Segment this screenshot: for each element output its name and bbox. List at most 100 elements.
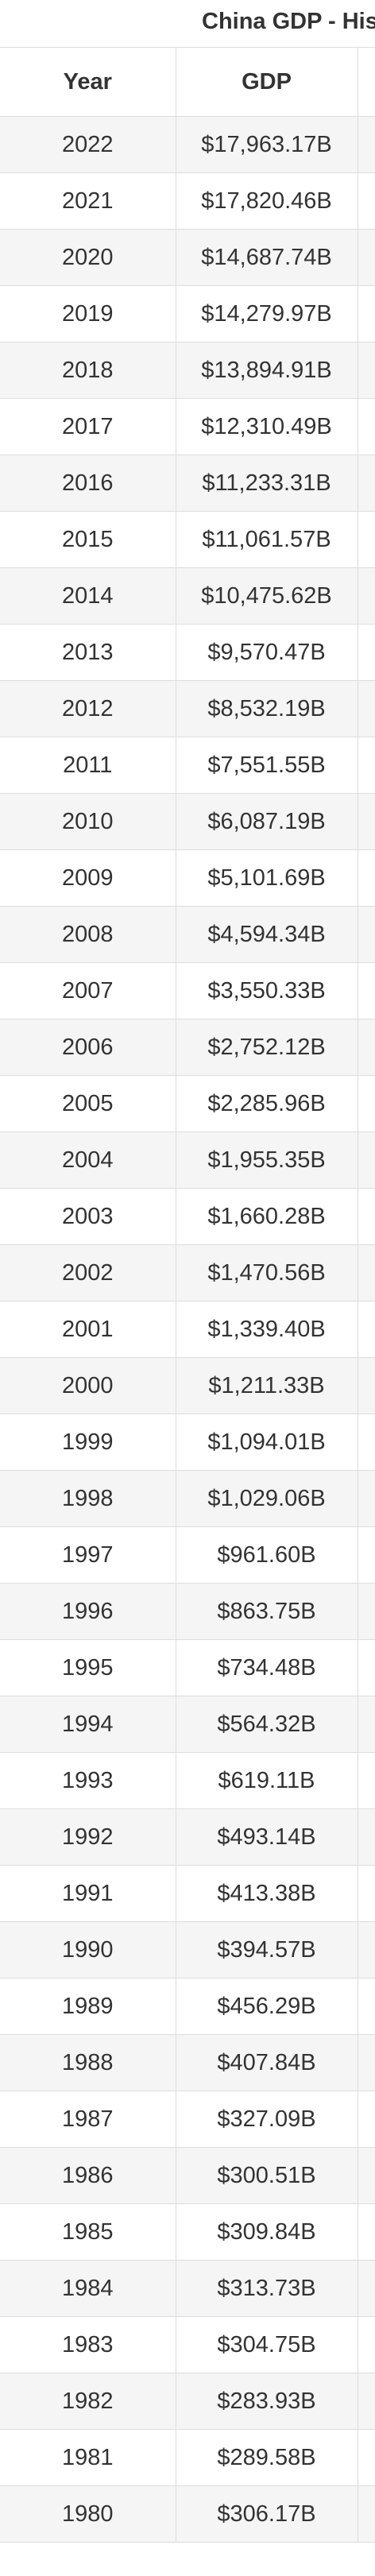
cut-off-cell [358, 906, 375, 963]
table-row: 1985 $309.84B [0, 2203, 375, 2261]
cut-off-cell [358, 1752, 375, 1809]
gdp-cell: $4,594.34B [176, 906, 358, 963]
year-cell: 1982 [0, 2373, 176, 2430]
cut-off-cell [358, 2034, 375, 2091]
gdp-cell: $7,551.55B [176, 737, 358, 794]
table-row: 2010 $6,087.19B [0, 793, 375, 850]
gdp-cell: $11,233.31B [176, 454, 358, 512]
gdp-cell: $394.57B [176, 1921, 358, 1978]
gdp-cell: $17,820.46B [176, 172, 358, 230]
cut-off-cell [358, 1808, 375, 1866]
cut-off-cell [358, 737, 375, 794]
title-bar: China GDP - His [0, 0, 375, 48]
year-cell: 2019 [0, 285, 176, 342]
cut-off-cell [358, 172, 375, 230]
table-row: 1999 $1,094.01B [0, 1414, 375, 1471]
gdp-cell: $13,894.91B [176, 342, 358, 399]
gdp-cell: $863.75B [176, 1583, 358, 1640]
table-row: 1980 $306.17B [0, 2485, 375, 2543]
gdp-cell: $313.73B [176, 2260, 358, 2317]
table-row: 2002 $1,470.56B [0, 1244, 375, 1302]
cut-off-cell [358, 849, 375, 907]
cut-off-cell [358, 2203, 375, 2261]
gdp-cell: $5,101.69B [176, 849, 358, 907]
year-cell: 2014 [0, 567, 176, 625]
cut-off-cell [358, 2147, 375, 2204]
year-cell: 2006 [0, 1019, 176, 1076]
gdp-cell: $8,532.19B [176, 680, 358, 737]
year-cell: 1992 [0, 1808, 176, 1866]
column-header-cut-off [358, 48, 375, 117]
cut-off-cell [358, 1019, 375, 1076]
table-row: 1996 $863.75B [0, 1583, 375, 1640]
gdp-cell: $564.32B [176, 1696, 358, 1753]
cut-off-cell [358, 1526, 375, 1584]
year-cell: 1996 [0, 1583, 176, 1640]
table-row: 1997 $961.60B [0, 1526, 375, 1584]
table-row: 1992 $493.14B [0, 1808, 375, 1866]
year-cell: 2016 [0, 454, 176, 512]
table-row: 1983 $304.75B [0, 2316, 375, 2373]
cut-off-cell [358, 1414, 375, 1471]
gdp-cell: $413.38B [176, 1865, 358, 1922]
cut-off-cell [358, 1921, 375, 1978]
year-cell: 1997 [0, 1526, 176, 1584]
gdp-cell: $283.93B [176, 2373, 358, 2430]
year-cell: 2002 [0, 1244, 176, 1302]
table-row: 1998 $1,029.06B [0, 1470, 375, 1527]
table-row: 2008 $4,594.34B [0, 906, 375, 963]
gdp-cell: $961.60B [176, 1526, 358, 1584]
cut-off-cell [358, 2091, 375, 2148]
gdp-cell: $11,061.57B [176, 511, 358, 568]
gdp-cell: $6,087.19B [176, 793, 358, 850]
gdp-cell: $1,660.28B [176, 1188, 358, 1245]
cut-off-cell [358, 116, 375, 173]
year-cell: 1994 [0, 1696, 176, 1753]
cut-off-cell [358, 1357, 375, 1414]
gdp-cell: $304.75B [176, 2316, 358, 2373]
table-row: 2003 $1,660.28B [0, 1188, 375, 1245]
year-cell: 1984 [0, 2260, 176, 2317]
year-cell: 2005 [0, 1075, 176, 1132]
page-title: China GDP - His [202, 9, 375, 34]
cut-off-cell [358, 962, 375, 1019]
cut-off-cell [358, 2260, 375, 2317]
gdp-cell: $734.48B [176, 1639, 358, 1696]
year-cell: 2013 [0, 624, 176, 681]
year-cell: 2007 [0, 962, 176, 1019]
gdp-cell: $407.84B [176, 2034, 358, 2091]
gdp-cell: $2,752.12B [176, 1019, 358, 1076]
gdp-cell: $1,094.01B [176, 1414, 358, 1471]
year-cell: 1980 [0, 2485, 176, 2543]
gdp-cell: $1,955.35B [176, 1131, 358, 1189]
year-cell: 1990 [0, 1921, 176, 1978]
year-cell: 1981 [0, 2429, 176, 2486]
year-cell: 2021 [0, 172, 176, 230]
cut-off-cell [358, 2373, 375, 2430]
cut-off-cell [358, 1978, 375, 2035]
gdp-cell: $456.29B [176, 1978, 358, 2035]
cut-off-cell [358, 1188, 375, 1245]
table-row: 1990 $394.57B [0, 1921, 375, 1978]
year-cell: 1998 [0, 1470, 176, 1527]
year-cell: 1987 [0, 2091, 176, 2148]
gdp-cell: $9,570.47B [176, 624, 358, 681]
cut-off-cell [358, 2485, 375, 2543]
cut-off-cell [358, 680, 375, 737]
table-row: 1995 $734.48B [0, 1639, 375, 1696]
year-cell: 1986 [0, 2147, 176, 2204]
table-body: 2022 $17,963.17B 2021 $17,820.46B 2020 $14,68… [0, 116, 375, 2543]
year-cell: 2010 [0, 793, 176, 850]
cut-off-cell [358, 1301, 375, 1358]
cut-off-cell [358, 1865, 375, 1922]
table-row: 1986 $300.51B [0, 2147, 375, 2204]
year-cell: 2015 [0, 511, 176, 568]
year-cell: 2022 [0, 116, 176, 173]
year-cell: 2012 [0, 680, 176, 737]
gdp-cell: $2,285.96B [176, 1075, 358, 1132]
gdp-cell: $1,339.40B [176, 1301, 358, 1358]
gdp-cell: $14,687.74B [176, 229, 358, 286]
year-cell: 1999 [0, 1414, 176, 1471]
cut-off-cell [358, 1244, 375, 1302]
cut-off-cell [358, 624, 375, 681]
